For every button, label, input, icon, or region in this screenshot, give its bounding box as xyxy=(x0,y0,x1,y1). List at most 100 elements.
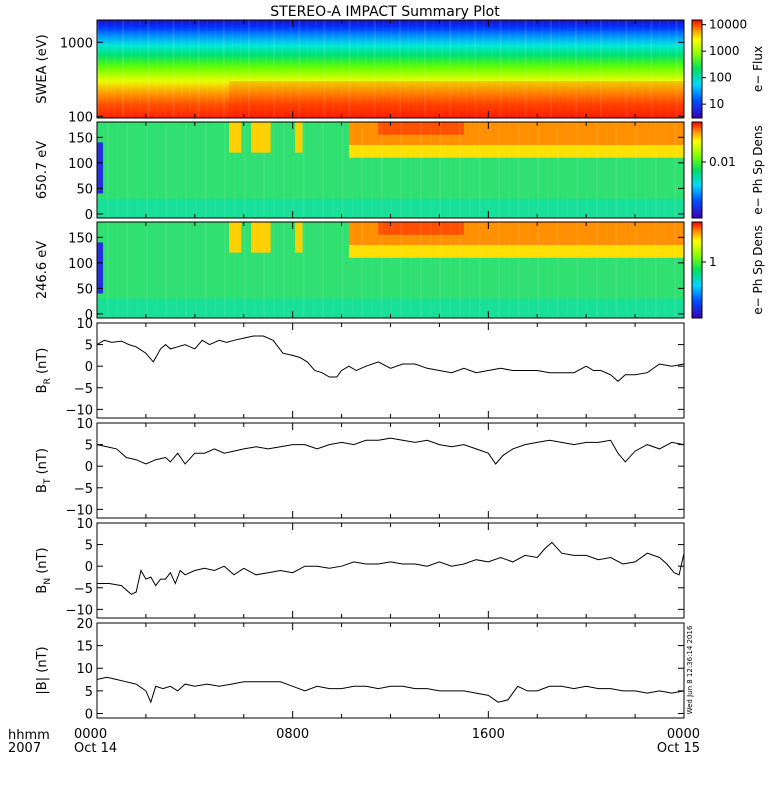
y-tick-label: 5 xyxy=(85,339,93,354)
y-axis-label-unit: (nT) xyxy=(35,448,50,478)
heatmap-stripe xyxy=(273,20,276,118)
y-axis-label-sub: R xyxy=(43,378,53,384)
heatmap-stripe xyxy=(172,20,175,118)
heatmap-fill-region xyxy=(229,81,684,118)
heatmap-burst xyxy=(251,222,271,253)
heatmap-stripe xyxy=(556,222,559,318)
heatmap-stripe xyxy=(289,20,292,118)
y-tick-label: 150 xyxy=(68,231,93,246)
heatmap-stripe xyxy=(625,20,628,118)
panel-swea: 10 100 1000 10000 e− Flux 100 1000 SWEA (eV) xyxy=(35,18,765,126)
heatmap-stripe xyxy=(282,222,285,318)
heatmap-stripe xyxy=(156,222,158,318)
colorbar-label: e− Ph Sp Dens xyxy=(751,125,765,214)
x-tick-label: 0000 xyxy=(74,727,107,742)
heatmap-stripe xyxy=(204,222,207,318)
heatmap-stripe xyxy=(586,122,588,218)
heatmap-stripe xyxy=(302,222,305,318)
heatmap-stripe xyxy=(282,122,285,218)
heatmap-stripe xyxy=(247,20,250,118)
heatmap-stripe xyxy=(206,20,209,118)
heatmap-stripe xyxy=(533,20,536,118)
y-axis-label: SWEA (eV) xyxy=(35,34,50,103)
heatmap-stripe xyxy=(351,222,353,318)
y-tick-label: 0 xyxy=(85,360,93,375)
heatmap-stripe xyxy=(332,122,334,218)
heatmap-stripe xyxy=(185,122,188,218)
panel-frame xyxy=(96,422,685,519)
heatmap-stripe xyxy=(214,20,217,118)
heatmap-stripe xyxy=(254,122,256,218)
heatmap-stripe xyxy=(97,20,99,118)
heatmap-stripe xyxy=(549,20,552,118)
heatmap-stripe xyxy=(458,122,461,218)
heatmap-fill-low xyxy=(97,298,684,318)
y-axis-label-sub: N xyxy=(43,578,53,585)
heatmap-stripe xyxy=(136,222,138,318)
heatmap-stripe xyxy=(204,122,207,218)
heatmap-stripe xyxy=(197,20,200,118)
y-tick-label: 10 xyxy=(76,662,93,677)
series-line xyxy=(96,437,685,465)
heatmap-stripe xyxy=(449,20,452,118)
heatmap-stripe xyxy=(615,222,618,318)
heatmap-stripe xyxy=(281,20,284,118)
heatmap-stripe xyxy=(331,20,334,118)
heatmap-stripe xyxy=(254,222,256,318)
heatmap-stripe xyxy=(432,20,435,118)
heatmap-stripe xyxy=(302,122,305,218)
heatmap-stripe xyxy=(498,222,501,318)
heatmap-stripe xyxy=(419,122,422,218)
heatmap-stripe xyxy=(488,122,490,218)
heatmap-stripe xyxy=(488,222,490,318)
heatmap-stripe xyxy=(175,122,177,218)
heatmap-stripe xyxy=(341,122,344,218)
heatmap-stripe xyxy=(642,20,645,118)
y-tick-label: 50 xyxy=(76,182,93,197)
y-tick-label: 0 xyxy=(85,308,93,323)
colorbar-tick-label: 1000 xyxy=(709,44,740,58)
y-tick-label: 50 xyxy=(76,282,93,297)
heatmap-stripe xyxy=(606,122,608,218)
heatmap-stripe xyxy=(195,222,197,318)
heatmap-stripe xyxy=(616,20,619,118)
y-tick-label: −10 xyxy=(66,403,93,418)
heatmap-stripe xyxy=(595,122,598,218)
heatmap-stripe xyxy=(491,20,494,118)
heatmap-stripe xyxy=(234,222,236,318)
heatmap-burst xyxy=(229,222,242,253)
heatmap-stripe xyxy=(264,20,267,118)
heatmap-stripe xyxy=(547,222,549,318)
heatmap-stripe xyxy=(189,20,192,118)
heatmap-stripe xyxy=(373,20,376,118)
heatmap-stripe xyxy=(516,20,519,118)
y-axis-label-main: B xyxy=(35,585,50,594)
heatmap-stripe xyxy=(415,20,418,118)
y-tick-label: 100 xyxy=(68,110,93,125)
y-axis-label: 650.7 eV xyxy=(35,141,50,199)
heatmap-stripe xyxy=(136,122,138,218)
y-tick-label: 10 xyxy=(76,517,93,532)
heatmap-stripe xyxy=(576,122,579,218)
y-tick-label: −5 xyxy=(74,482,93,497)
heatmap-stripe xyxy=(650,20,653,118)
y-tick-label: 5 xyxy=(85,685,93,700)
y-tick-label: −10 xyxy=(66,603,93,618)
series-line xyxy=(96,335,685,382)
heatmap-stripe xyxy=(340,20,343,118)
heatmap-stripe xyxy=(130,20,133,118)
y-tick-label: 0 xyxy=(85,707,93,722)
heatmap-stripe xyxy=(126,122,129,218)
y-axis-label: BN (nT) xyxy=(35,547,53,593)
heatmap-stripe xyxy=(527,222,529,318)
heatmap-stripe xyxy=(566,20,569,118)
x-tick-date-label: Oct 14 xyxy=(74,741,117,756)
heatmap-stripe xyxy=(625,222,627,318)
colorbar-label: e− Ph Sp Dens xyxy=(751,225,765,314)
heatmap-stripe xyxy=(323,20,326,118)
heatmap-stripe xyxy=(558,20,561,118)
x-tick-date-label: Oct 15 xyxy=(657,741,700,756)
heatmap-stripe xyxy=(382,20,385,118)
y-axis-label-main: |B| xyxy=(35,677,50,695)
